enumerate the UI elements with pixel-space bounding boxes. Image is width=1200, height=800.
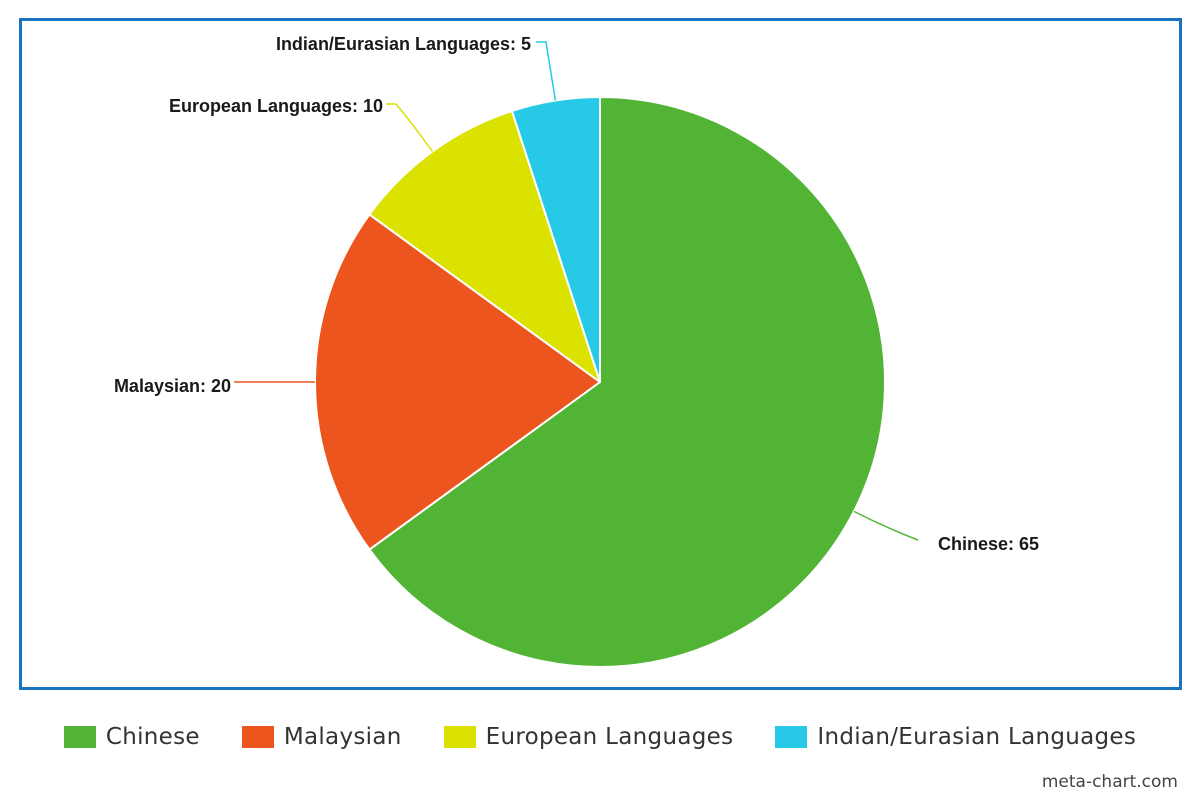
- legend-item-indian-eurasian[interactable]: Indian/Eurasian Languages: [775, 724, 1136, 750]
- legend-swatch-malaysian: [241, 726, 274, 748]
- connector-chinese: [853, 510, 919, 541]
- data-label-indian-eurasian-languages: Indian/Eurasian Languages: 5: [276, 34, 531, 54]
- data-label-chinese: Chinese: 65: [938, 534, 1039, 554]
- data-label-european-languages: European Languages: 10: [169, 96, 383, 116]
- pie-slice-indian-eurasian-languages[interactable]: [510, 96, 601, 383]
- pie-slice-european-languages[interactable]: [368, 109, 601, 383]
- legend-label-european: European Languages: [485, 724, 734, 750]
- connector-indian-eurasian-languages: [536, 41, 557, 101]
- legend-item-chinese[interactable]: Chinese: [63, 724, 200, 750]
- legend-label-chinese: Chinese: [105, 724, 200, 750]
- connector-european-languages: [386, 103, 434, 152]
- legend-swatch-european: [443, 726, 476, 748]
- chart-frame: [19, 18, 1182, 690]
- watermark: meta-chart.com: [1041, 772, 1178, 792]
- chart-legend: Chinese Malaysian European Languages Ind…: [0, 724, 1200, 750]
- data-label-malaysian: Malaysian: 20: [114, 376, 231, 396]
- legend-item-european[interactable]: European Languages: [443, 724, 734, 750]
- pie-slice-chinese[interactable]: [368, 96, 886, 668]
- legend-label-indian-eurasian: Indian/Eurasian Languages: [817, 724, 1137, 750]
- legend-label-malaysian: Malaysian: [283, 724, 402, 750]
- legend-item-malaysian[interactable]: Malaysian: [241, 724, 402, 750]
- legend-swatch-chinese: [63, 726, 96, 748]
- legend-swatch-indian-eurasian: [775, 726, 808, 748]
